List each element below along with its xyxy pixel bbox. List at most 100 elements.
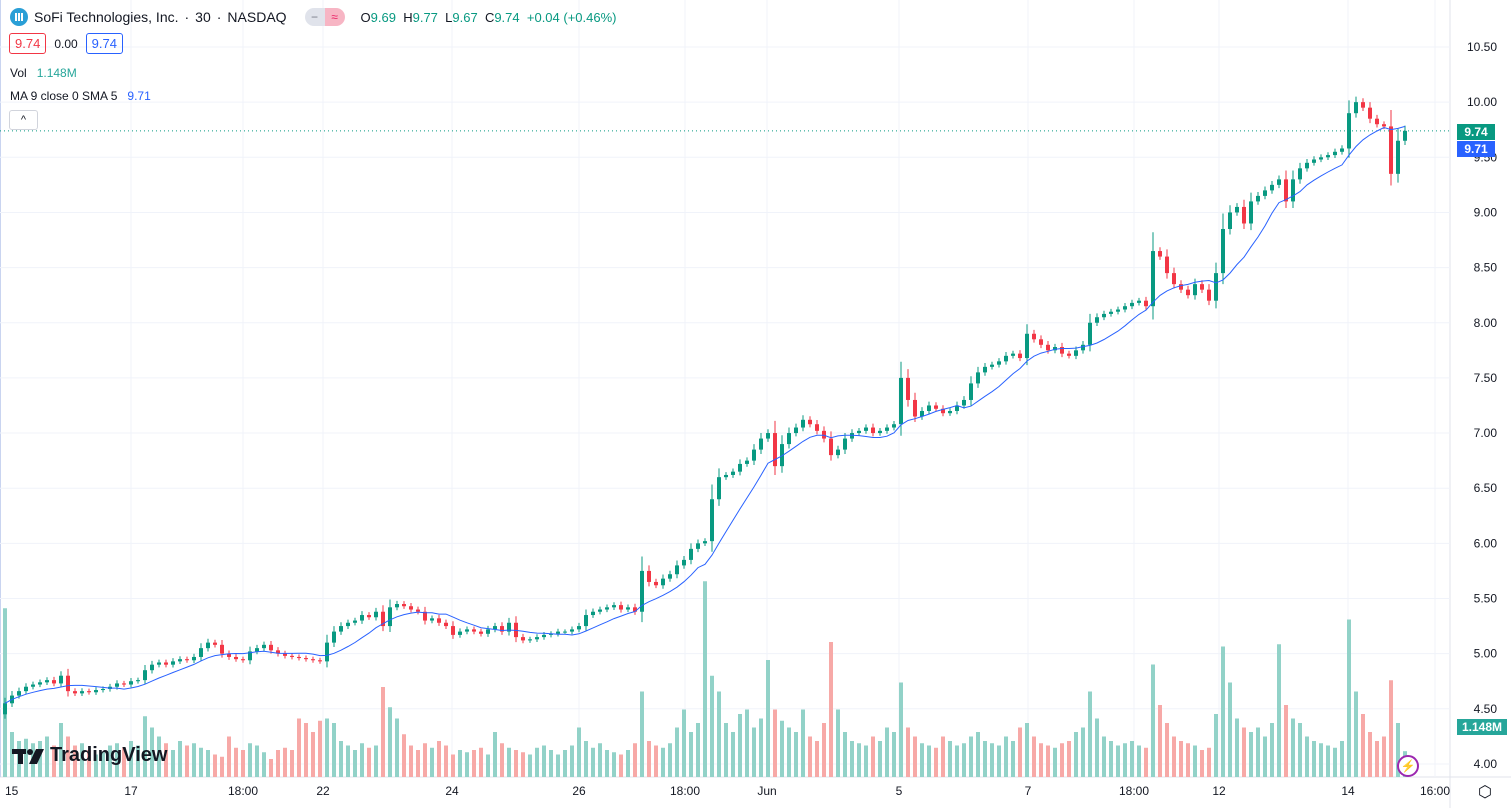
volume-bar bbox=[283, 747, 287, 777]
x-tick-label: 18:00 bbox=[228, 784, 258, 798]
candle-body bbox=[1158, 251, 1162, 257]
volume-bar bbox=[542, 745, 546, 777]
candle bbox=[38, 679, 42, 688]
volume-bar bbox=[402, 734, 406, 777]
candle-body bbox=[927, 405, 931, 411]
ma-legend[interactable]: MA 9 close 0 SMA 5 9.71 bbox=[10, 89, 151, 103]
candle bbox=[570, 626, 574, 635]
volume-bar bbox=[423, 743, 427, 777]
candle-body bbox=[1249, 201, 1253, 224]
volume-bar bbox=[220, 756, 224, 777]
candle bbox=[1340, 145, 1344, 155]
volume-bar bbox=[1067, 741, 1071, 777]
candle bbox=[206, 638, 210, 652]
candle bbox=[843, 433, 847, 455]
volume-bar bbox=[1193, 745, 1197, 777]
candle-body bbox=[647, 570, 651, 582]
volume-bar bbox=[367, 747, 371, 777]
volume-bar bbox=[927, 745, 931, 777]
candle-body bbox=[920, 410, 924, 417]
sell-button[interactable]: 9.74 bbox=[9, 33, 47, 54]
candle bbox=[1235, 203, 1239, 216]
candle-body bbox=[297, 656, 301, 659]
high-value: 9.77 bbox=[412, 9, 438, 25]
candle bbox=[836, 445, 840, 459]
x-tick-label: 15 bbox=[5, 784, 19, 798]
candle-body bbox=[269, 644, 273, 651]
candle-body bbox=[885, 427, 889, 431]
settings-gear-icon[interactable]: ⬡ bbox=[1478, 784, 1492, 801]
candle bbox=[143, 665, 147, 685]
volume-bar bbox=[1284, 705, 1288, 777]
candle-body bbox=[507, 622, 511, 632]
volume-bar bbox=[1039, 743, 1043, 777]
open-value: 9.69 bbox=[370, 9, 396, 25]
candle-body bbox=[598, 609, 602, 612]
wave-icon[interactable]: ≈ bbox=[324, 8, 345, 26]
candle bbox=[885, 424, 889, 434]
volume-bar bbox=[59, 723, 63, 777]
candle-body bbox=[661, 578, 665, 586]
candle-body bbox=[472, 629, 476, 632]
candle bbox=[1375, 114, 1379, 128]
volume-bar bbox=[444, 745, 448, 777]
volume-bar bbox=[941, 736, 945, 777]
candle-body bbox=[66, 675, 70, 692]
buy-button[interactable]: 9.74 bbox=[85, 33, 123, 54]
candle bbox=[129, 678, 133, 688]
lightning-icon[interactable]: ⚡ bbox=[1397, 755, 1419, 777]
candle bbox=[780, 435, 784, 473]
candle bbox=[1200, 280, 1204, 293]
candle-body bbox=[1284, 179, 1288, 202]
volume-bar bbox=[696, 723, 700, 777]
volume-bar bbox=[787, 727, 791, 777]
candle-body bbox=[1067, 353, 1071, 356]
minus-icon[interactable]: − bbox=[304, 8, 325, 26]
ma-price-tag: 9.71 bbox=[1457, 141, 1495, 157]
candle bbox=[1004, 351, 1008, 365]
candle-body bbox=[577, 626, 581, 630]
candle-body bbox=[521, 637, 525, 641]
collapse-legend-button[interactable]: ^ bbox=[9, 110, 38, 130]
candle-body bbox=[843, 438, 847, 450]
y-tick-label: 8.50 bbox=[1474, 261, 1498, 275]
volume-bar bbox=[1116, 745, 1120, 777]
candle bbox=[766, 429, 770, 442]
volume-bar bbox=[535, 747, 539, 777]
candle bbox=[619, 601, 623, 613]
candle-body bbox=[437, 618, 441, 623]
candle-body bbox=[766, 433, 770, 439]
market-status-toggle[interactable]: − ≈ bbox=[304, 8, 345, 26]
tradingview-watermark[interactable]: TradingView bbox=[12, 744, 167, 767]
volume-bar bbox=[297, 718, 301, 777]
candle-body bbox=[899, 377, 903, 425]
candle-body bbox=[738, 463, 742, 472]
candle bbox=[255, 644, 259, 655]
candle-body bbox=[542, 634, 546, 638]
candle bbox=[1144, 296, 1148, 310]
volume-bar bbox=[619, 754, 623, 777]
volume-bar bbox=[1011, 741, 1015, 777]
candle bbox=[682, 556, 686, 569]
volume-legend[interactable]: Vol 1.148M bbox=[10, 66, 77, 80]
candle-body bbox=[381, 611, 385, 627]
candle-body bbox=[192, 656, 196, 661]
volume-bar bbox=[1291, 718, 1295, 777]
candle-body bbox=[1382, 124, 1386, 127]
symbol-name[interactable]: SoFi Technologies, Inc. bbox=[34, 9, 179, 25]
interval[interactable]: 30 bbox=[195, 9, 211, 25]
volume-bar bbox=[647, 741, 651, 777]
candle bbox=[73, 688, 77, 697]
candle bbox=[1312, 156, 1316, 166]
volume-bar bbox=[843, 732, 847, 777]
candle-body bbox=[1312, 159, 1316, 163]
candle-body bbox=[1074, 350, 1078, 356]
candle bbox=[304, 655, 308, 662]
volume-bar bbox=[731, 732, 735, 777]
candle bbox=[381, 605, 385, 632]
volume-bar bbox=[1179, 741, 1183, 777]
volume-bar bbox=[710, 675, 714, 777]
volume-bar bbox=[885, 727, 889, 777]
candle bbox=[360, 611, 364, 624]
